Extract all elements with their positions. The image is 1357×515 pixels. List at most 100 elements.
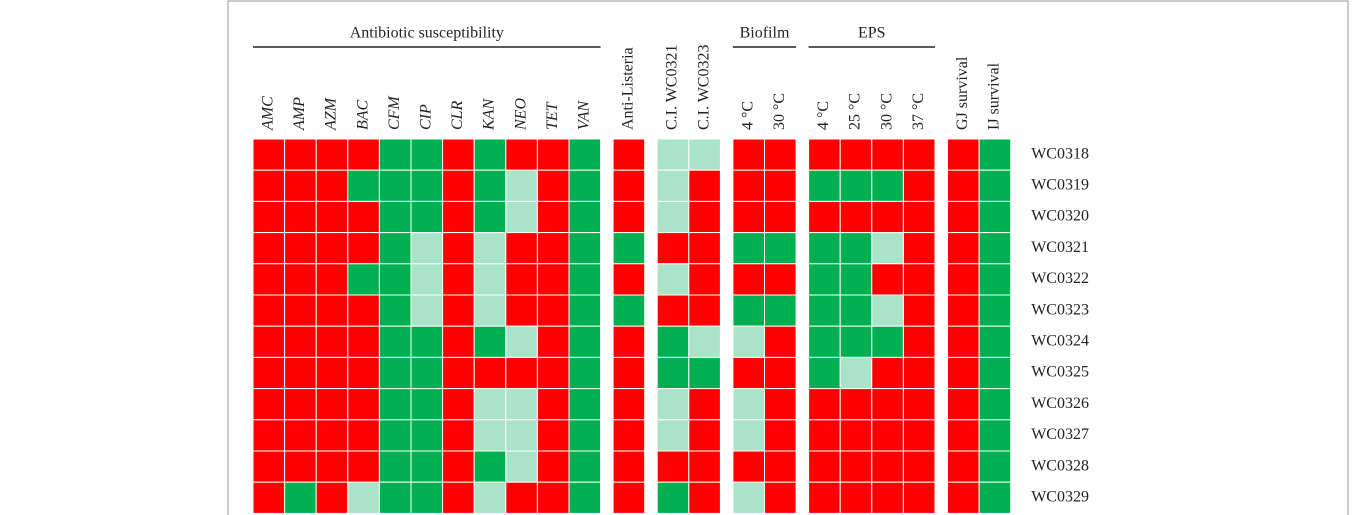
cell	[656, 419, 690, 452]
cell	[839, 481, 873, 514]
cell	[808, 138, 841, 171]
cell	[808, 419, 841, 452]
cell	[978, 169, 1012, 202]
cell	[252, 169, 286, 202]
cell	[473, 169, 507, 202]
cell	[284, 450, 317, 483]
cell	[473, 263, 507, 296]
column-label: 37 °C	[910, 93, 927, 130]
row-label: WC0326	[1031, 395, 1089, 412]
cell	[284, 294, 317, 327]
frame	[227, 0, 1349, 515]
cell	[473, 481, 507, 514]
cell	[808, 388, 841, 421]
cell	[732, 294, 766, 327]
cell	[378, 138, 412, 171]
cell	[315, 325, 349, 358]
cell	[442, 388, 475, 421]
cell	[315, 263, 349, 296]
cell	[505, 325, 538, 358]
cell	[410, 450, 444, 483]
column-label: NEO	[512, 98, 529, 131]
cell	[568, 294, 602, 327]
cell	[315, 294, 349, 327]
row-label: WC0323	[1031, 301, 1089, 318]
cell	[378, 481, 412, 514]
cell	[947, 138, 980, 171]
cell	[612, 294, 646, 327]
cell	[732, 200, 766, 234]
row-label: WC0321	[1031, 239, 1089, 256]
cell	[536, 356, 570, 390]
cell	[612, 450, 646, 483]
cell	[536, 419, 570, 452]
cell	[378, 388, 412, 421]
cell	[902, 169, 936, 202]
cell	[764, 325, 797, 358]
cell	[378, 294, 412, 327]
cell	[688, 169, 721, 202]
cell	[252, 232, 286, 265]
cell	[808, 481, 841, 514]
cell	[252, 450, 286, 483]
cell	[902, 325, 936, 358]
cell	[871, 138, 904, 171]
cell	[284, 419, 317, 452]
cell	[378, 232, 412, 265]
cell	[284, 263, 317, 296]
cell	[347, 138, 380, 171]
cell	[656, 325, 690, 358]
cell	[839, 450, 873, 483]
cell	[410, 419, 444, 452]
cell	[947, 388, 980, 421]
cell	[473, 294, 507, 327]
cell	[871, 169, 904, 202]
cell	[252, 419, 286, 452]
cell	[839, 200, 873, 234]
cell	[568, 263, 602, 296]
cell	[764, 481, 797, 514]
cell	[947, 450, 980, 483]
group-label: Antibiotic susceptibility	[350, 25, 504, 42]
cell	[505, 263, 538, 296]
cell	[442, 450, 475, 483]
cell	[410, 356, 444, 390]
cell	[839, 138, 873, 171]
cell	[764, 356, 797, 390]
cell	[505, 169, 538, 202]
cell	[347, 263, 380, 296]
cell	[978, 450, 1012, 483]
cell	[473, 419, 507, 452]
cell	[808, 356, 841, 390]
cell	[536, 325, 570, 358]
cell	[688, 481, 721, 514]
row-label: WC0328	[1031, 457, 1089, 474]
row-label: WC0318	[1031, 145, 1089, 162]
cell	[505, 232, 538, 265]
cell	[536, 294, 570, 327]
cell	[902, 419, 936, 452]
row-label: WC0322	[1031, 270, 1089, 287]
cell	[536, 263, 570, 296]
cell	[902, 138, 936, 171]
cell	[284, 356, 317, 390]
column-label: C.I. WC0323	[695, 45, 712, 130]
cell	[732, 481, 766, 514]
cell	[347, 450, 380, 483]
cell	[612, 481, 646, 514]
cell	[568, 169, 602, 202]
cell	[808, 200, 841, 234]
cell	[947, 169, 980, 202]
cell	[505, 138, 538, 171]
group-label: EPS	[858, 25, 886, 42]
cell	[839, 419, 873, 452]
cell	[505, 356, 538, 390]
cell	[902, 200, 936, 234]
cell	[410, 325, 444, 358]
cell	[505, 450, 538, 483]
cell	[871, 325, 904, 358]
cell	[410, 294, 444, 327]
cell	[536, 138, 570, 171]
cell	[871, 232, 904, 265]
cell	[284, 325, 317, 358]
